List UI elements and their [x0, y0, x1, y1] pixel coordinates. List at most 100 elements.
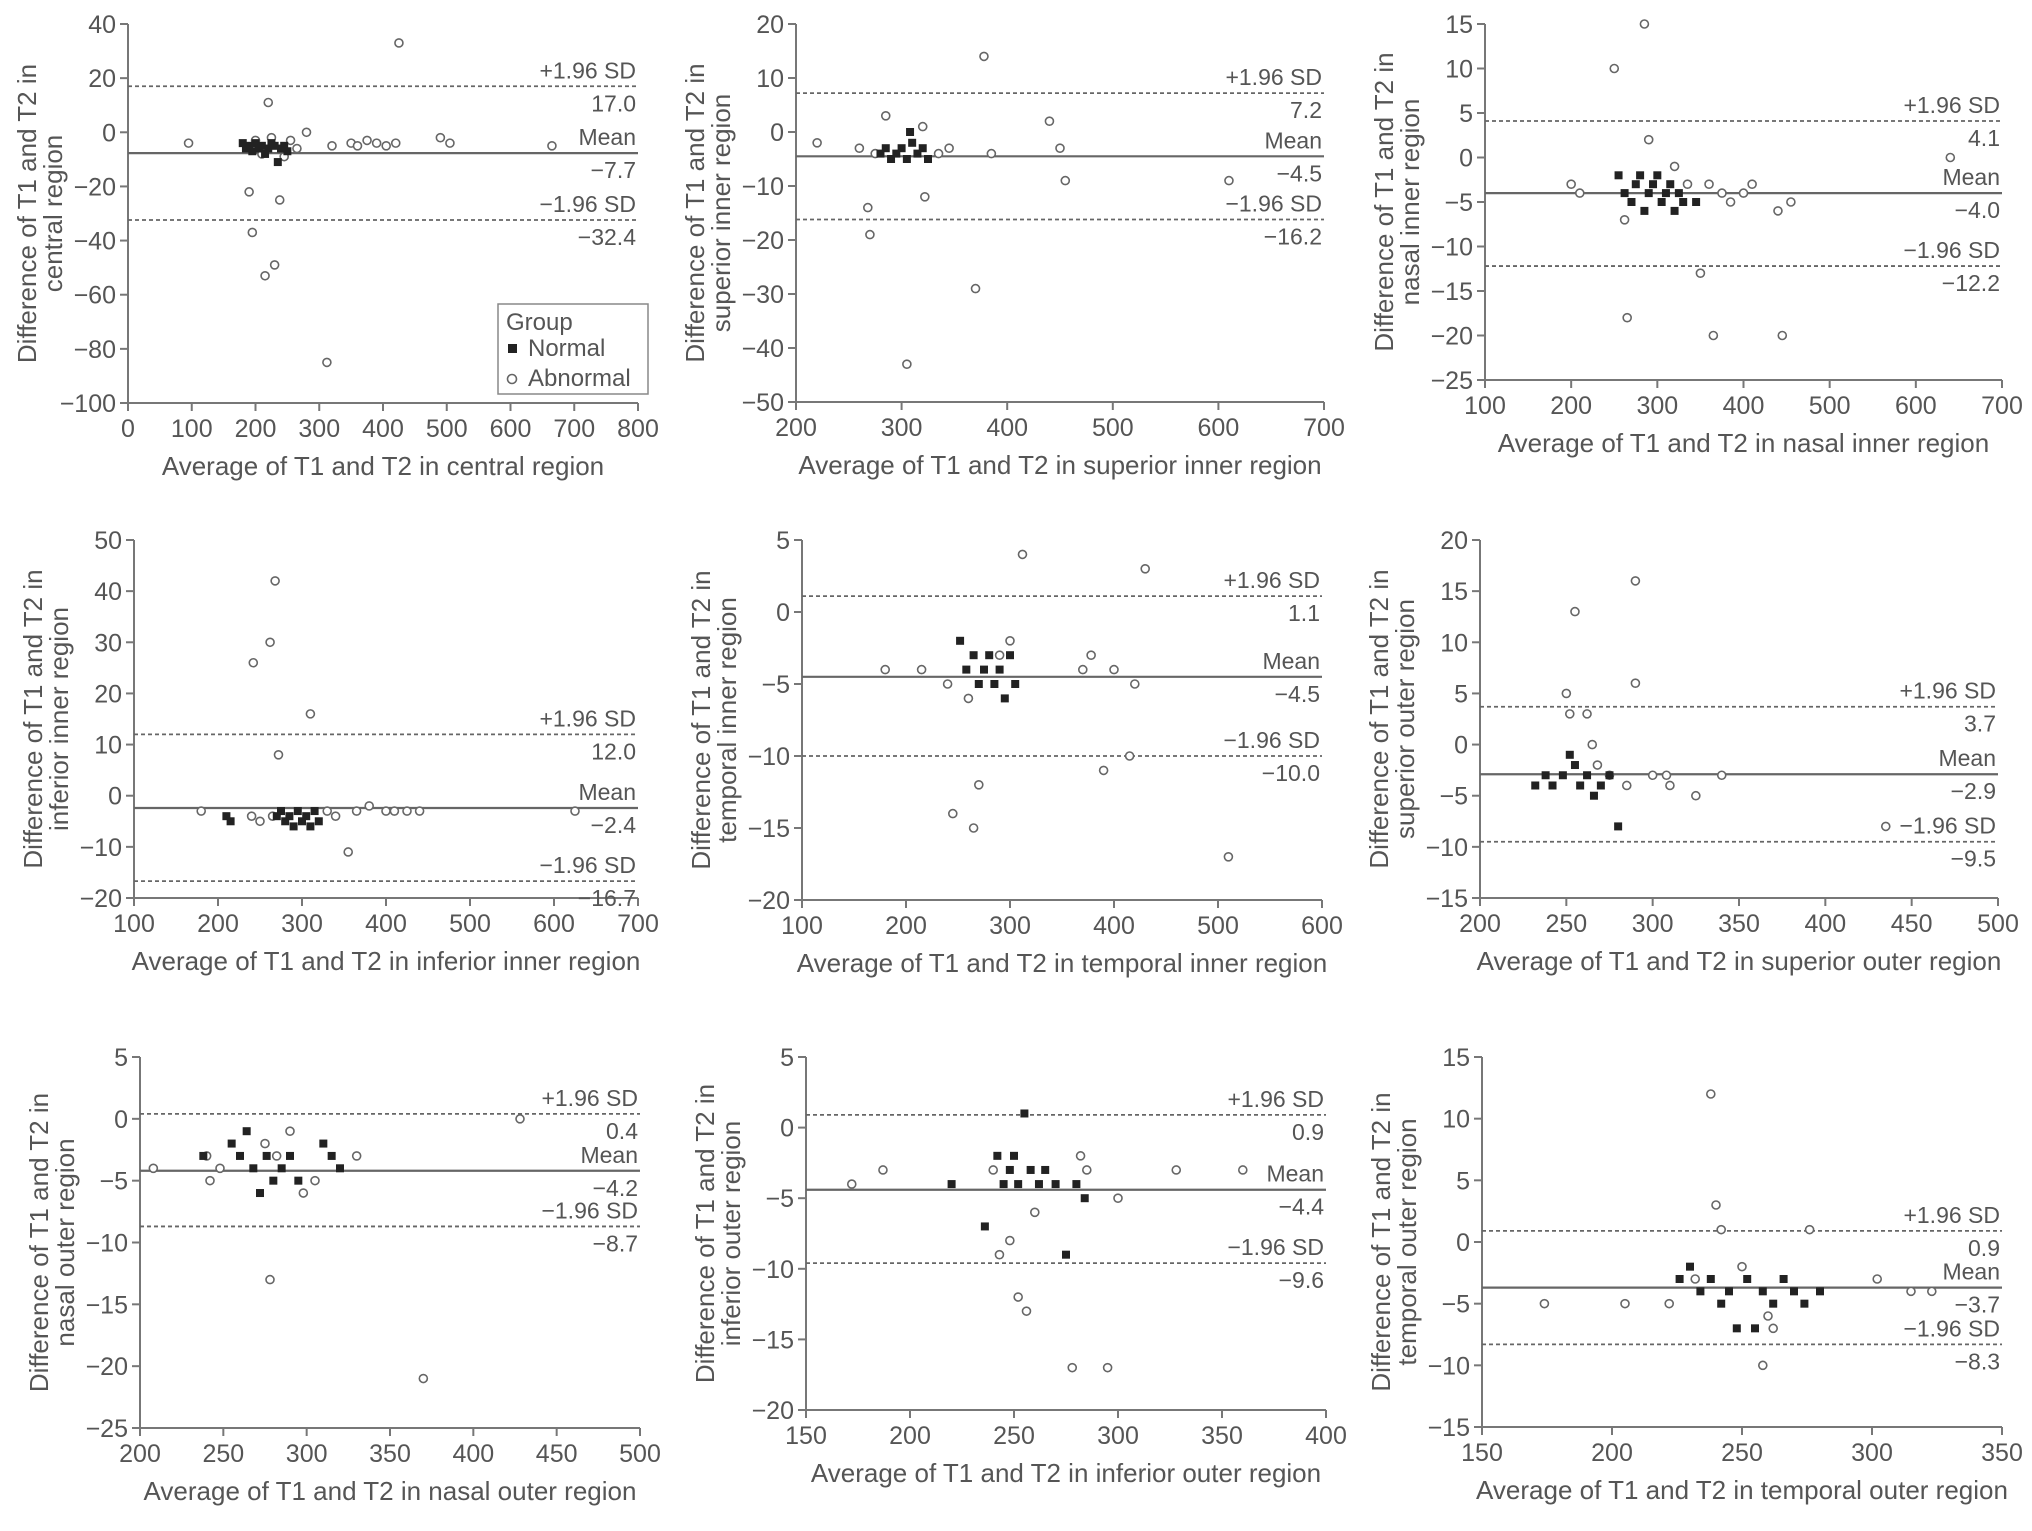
panel-superior-inner: 200 300 400 500 600 700 −50 −40 −30 −20 −10 0 10 20 Av… — [680, 11, 1345, 480]
y-tick-label: −10 — [742, 173, 784, 201]
abnormal-point — [322, 806, 333, 816]
normal-point — [272, 812, 281, 821]
lower-line-value: −9.6 — [1279, 1267, 1324, 1293]
normal-point — [1743, 1275, 1752, 1283]
abnormal-point — [1587, 739, 1598, 750]
y-tick-label: −5 — [765, 1185, 794, 1213]
abnormal-point — [1030, 1207, 1040, 1218]
abnormal-point — [863, 202, 873, 213]
normal-point — [1011, 680, 1020, 688]
upper-line-value: 0.9 — [1292, 1119, 1324, 1145]
x-tick-label: 500 — [1092, 414, 1134, 442]
abnormal-point — [1078, 664, 1088, 675]
normal-point — [1614, 171, 1623, 180]
normal-point — [1548, 781, 1557, 790]
y-tick-label: −15 — [1431, 278, 1473, 306]
mean-line-label: Mean — [578, 779, 636, 805]
y-tick-label: −5 — [1444, 189, 1473, 217]
abnormal-point — [1013, 1292, 1023, 1302]
x-tick-label: 300 — [881, 414, 923, 442]
normal-point — [310, 807, 319, 816]
abnormal-point — [1704, 179, 1714, 189]
x-axis-title: Average of T1 and T2 in nasal outer regi… — [144, 1476, 637, 1506]
abnormal-point — [1725, 197, 1736, 207]
normal-point — [902, 155, 911, 163]
mean-line-value: −4.0 — [1955, 197, 2000, 223]
mean-line-value: −4.5 — [1275, 681, 1320, 707]
normal-point — [908, 138, 917, 147]
abnormal-point — [1592, 760, 1603, 770]
y-tick-label: −10 — [752, 1256, 794, 1284]
mean-line-label: Mean — [580, 1142, 638, 1168]
x-tick-label: 700 — [1303, 414, 1345, 442]
abnormal-point — [263, 97, 274, 108]
y-axis-title: Difference of T1 and T2 intemporal outer… — [1366, 1092, 1422, 1391]
abnormal-point — [1570, 606, 1580, 617]
upper-line-value: 0.9 — [1968, 1235, 2000, 1261]
lower-line-label: −1.96 SD — [1225, 190, 1322, 216]
abnormal-point — [1630, 678, 1641, 689]
upper-line-value: 4.1 — [1968, 125, 2000, 151]
y-tick-label: 0 — [1459, 145, 1473, 173]
abnormal-point — [1017, 549, 1028, 560]
x-tick-label: 100 — [113, 910, 155, 938]
abnormal-point — [1005, 1235, 1015, 1246]
lower-line-label: −1.96 SD — [1223, 727, 1320, 753]
y-tick-label: 10 — [94, 732, 122, 760]
x-tick-label: 150 — [1461, 1439, 1503, 1467]
x-tick-label: 0 — [121, 415, 135, 443]
normal-point — [1692, 198, 1701, 206]
normal-point — [1041, 1165, 1050, 1174]
y-tick-label: 0 — [114, 1106, 128, 1134]
x-tick-label: 350 — [1718, 910, 1760, 938]
abnormal-point — [854, 143, 865, 153]
normal-point — [1696, 1287, 1705, 1296]
abnormal-point — [1005, 635, 1015, 646]
abnormal-point — [1880, 821, 1891, 832]
abnormal-point — [1224, 175, 1234, 186]
normal-point — [1790, 1287, 1798, 1296]
abnormal-point — [1716, 1224, 1726, 1235]
abnormal-point — [933, 148, 944, 159]
abnormal-point — [1140, 563, 1150, 574]
normal-point — [1644, 189, 1653, 198]
normal-point — [1800, 1299, 1809, 1308]
abnormal-point — [1706, 1089, 1716, 1099]
y-axis-title: Difference of T1 and T2 innasal inner re… — [1369, 52, 1425, 351]
abnormal-point — [979, 51, 989, 62]
abnormal-point — [944, 143, 954, 153]
y-tick-label: 20 — [756, 11, 784, 39]
panel-nasal-inner: 100 200 300 400 500 600 700 −25 −20 −15 −10 −5 0 5 10 1… — [1369, 11, 2023, 458]
y-tick-label: 0 — [102, 119, 116, 147]
normal-point — [1605, 771, 1614, 780]
x-tick-label: 100 — [1464, 392, 1506, 420]
normal-point — [293, 807, 302, 816]
abnormal-point — [292, 143, 302, 154]
normal-point — [236, 1151, 244, 1160]
normal-point — [1080, 1194, 1089, 1203]
abnormal-point — [947, 808, 958, 819]
y-tick-label: −15 — [1428, 1414, 1470, 1442]
x-tick-label: 600 — [1198, 414, 1240, 442]
x-tick-label: 500 — [1977, 910, 2019, 938]
abnormal-point — [1747, 179, 1757, 189]
y-tick-label: −60 — [74, 282, 116, 310]
abnormal-point — [273, 749, 284, 760]
mean-line-label: Mean — [1942, 164, 2000, 190]
normal-point — [1649, 180, 1658, 189]
y-tick-label: 30 — [94, 629, 122, 657]
y-tick-label: −20 — [748, 887, 790, 915]
abnormal-point — [547, 141, 557, 151]
abnormal-point — [1238, 1165, 1248, 1175]
y-tick-label: −10 — [86, 1230, 128, 1258]
x-tick-label: 300 — [1632, 910, 1674, 938]
normal-point — [999, 1180, 1008, 1189]
lower-line-value: −16.7 — [578, 885, 636, 911]
normal-point — [1005, 1165, 1014, 1174]
normal-point — [1565, 750, 1574, 759]
abnormal-point — [1927, 1286, 1937, 1297]
upper-line-label: +1.96 SD — [1223, 567, 1320, 593]
x-tick-label: 350 — [369, 1440, 411, 1468]
normal-point — [1620, 189, 1629, 198]
